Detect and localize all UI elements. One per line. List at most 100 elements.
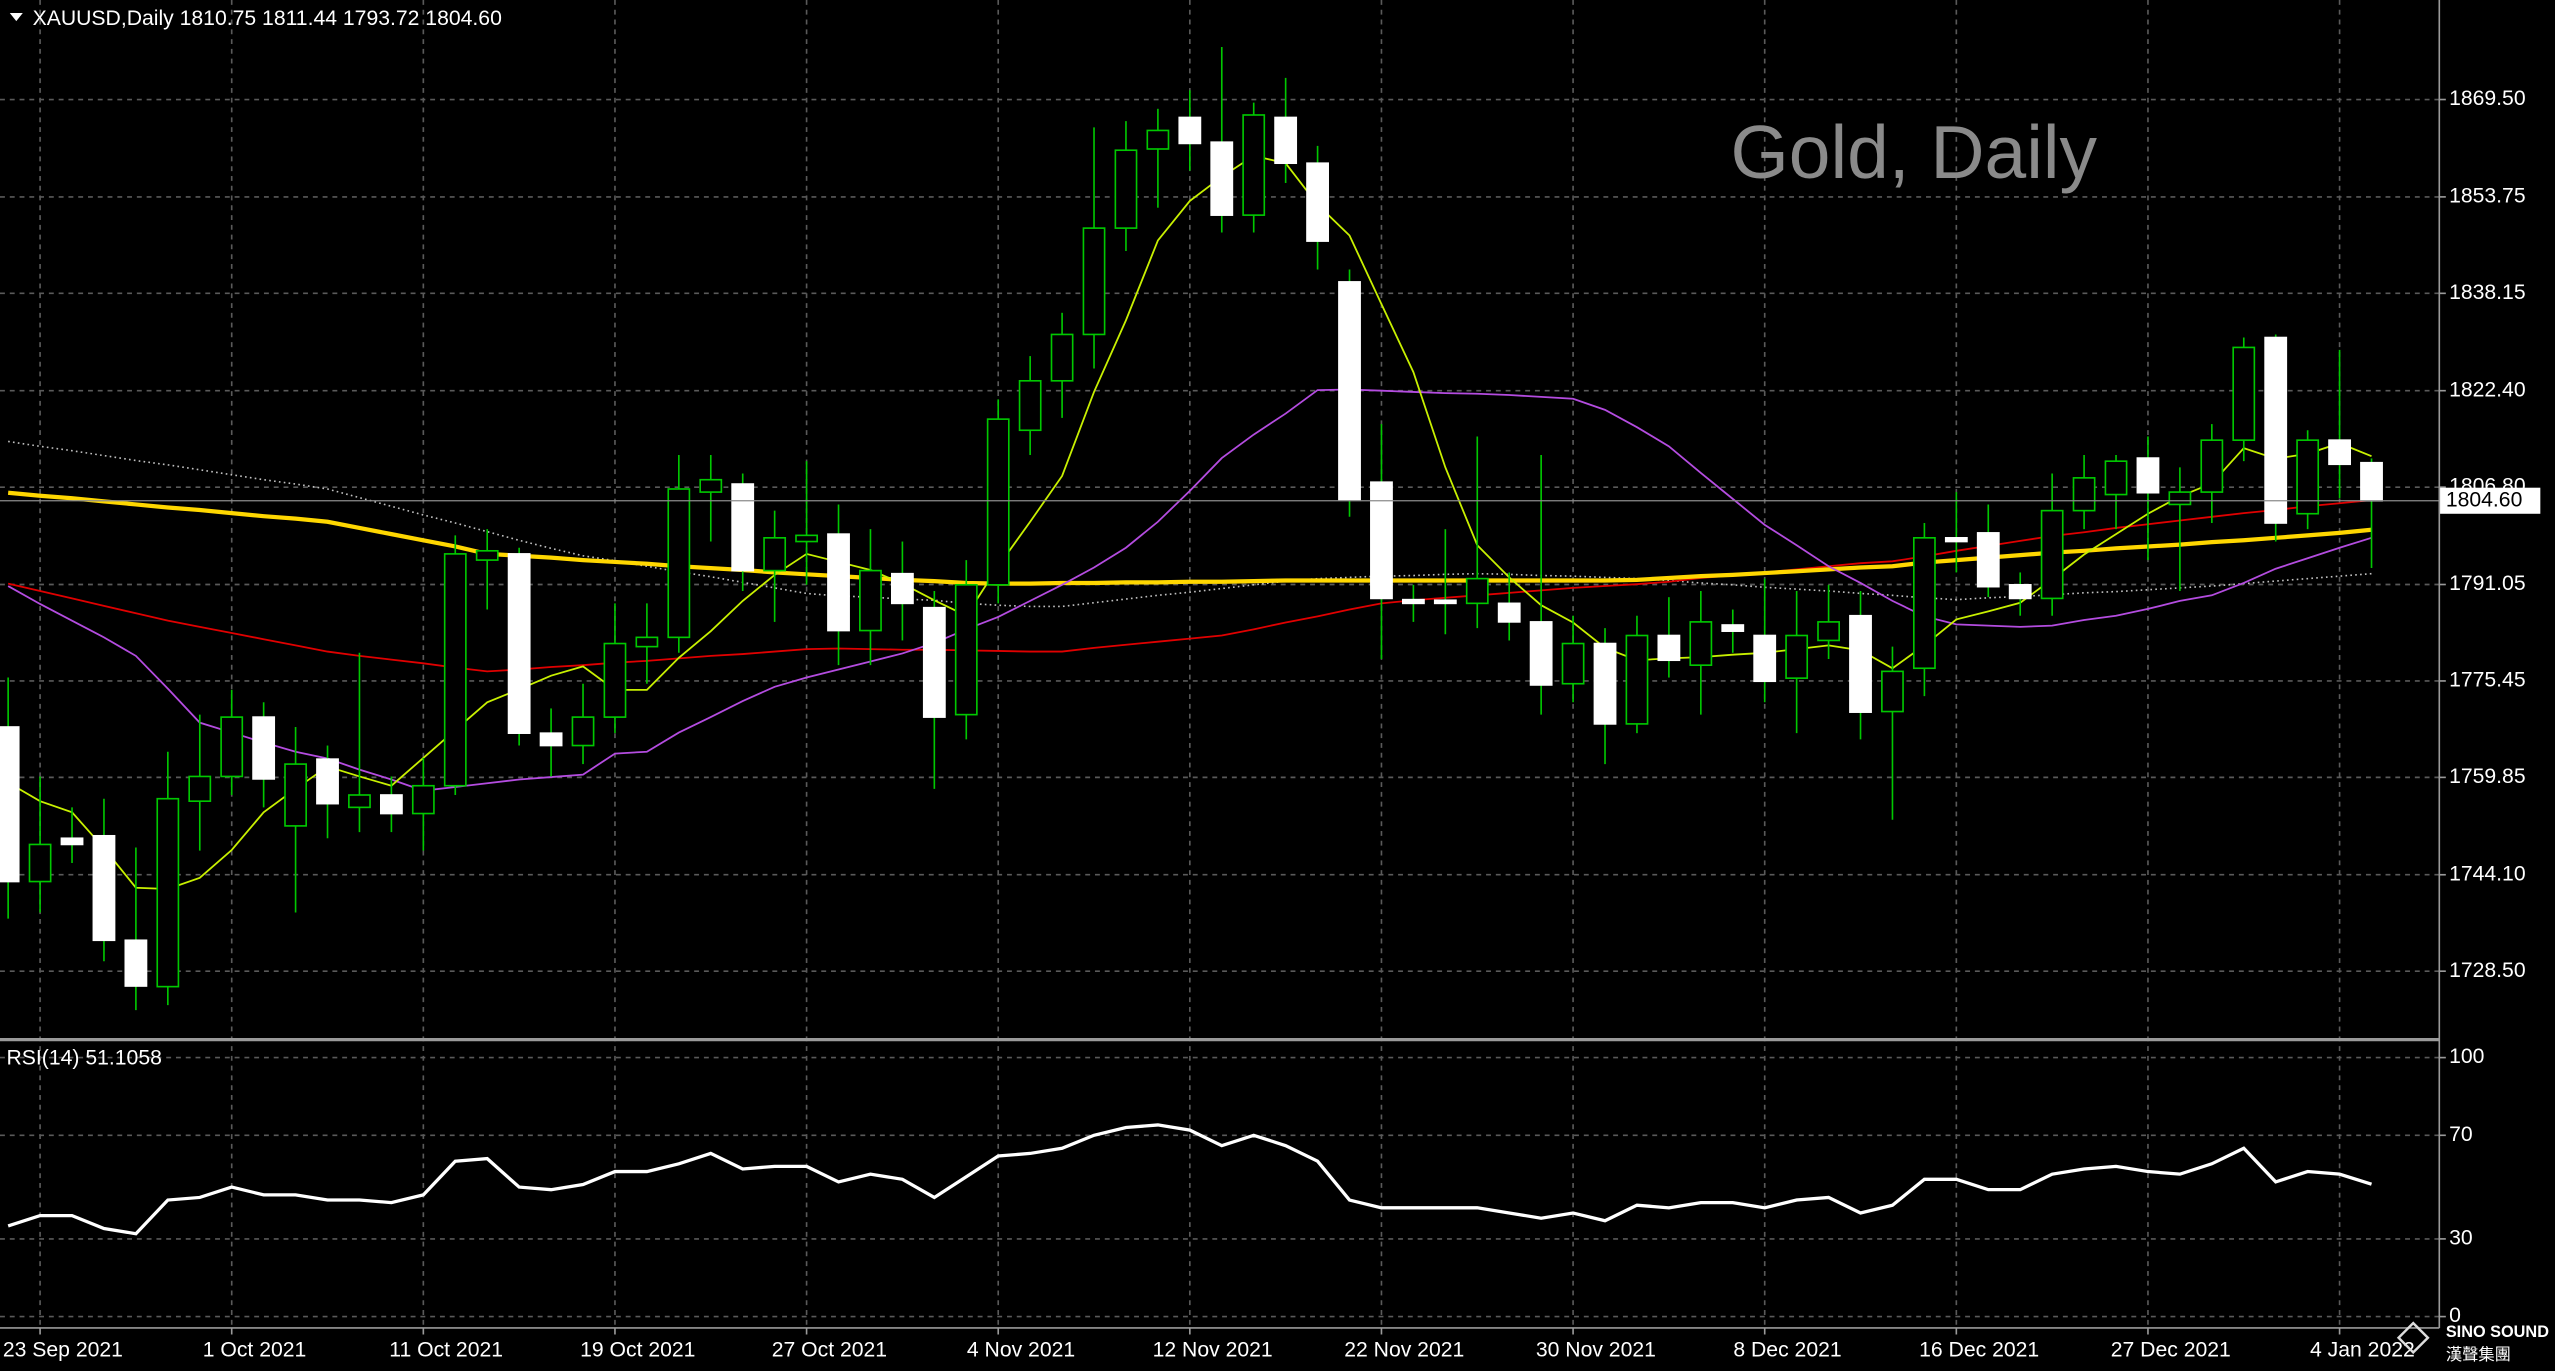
y-tick-label: 1728.50 <box>2449 959 2526 982</box>
candle-body <box>699 478 723 493</box>
candle-body <box>2200 439 2224 493</box>
candle-body <box>795 534 818 543</box>
y-tick-label: 30 <box>2449 1226 2473 1249</box>
dropdown-arrow[interactable] <box>9 13 23 22</box>
candle-body <box>2232 346 2256 441</box>
logo-subtext: 漢聲集團 <box>2446 1346 2511 1364</box>
candle-body <box>1689 621 1713 666</box>
candle-body <box>507 553 531 734</box>
candle-body <box>443 553 467 787</box>
candle-body <box>2264 336 2288 524</box>
candle-body <box>1593 642 1617 725</box>
x-tick-label: 12 Nov 2021 <box>1153 1338 1273 1361</box>
x-tick-label: 30 Nov 2021 <box>1536 1338 1656 1361</box>
candle-body <box>603 642 627 718</box>
candle-body <box>1753 634 1777 683</box>
candle-body <box>635 636 659 648</box>
candle-body <box>1881 670 1904 713</box>
candle-body <box>252 716 276 780</box>
candle-body <box>986 418 1010 586</box>
y-tick-label: 100 <box>2449 1045 2484 1068</box>
y-tick-label: 1838.15 <box>2449 281 2526 304</box>
last-price-box <box>2439 487 2541 514</box>
rsi-header: RSI(14) 51.1058 <box>7 1047 162 1070</box>
x-tick-label: 4 Nov 2021 <box>967 1338 1075 1361</box>
candle-body <box>1018 379 1042 432</box>
candle-body <box>1338 281 1361 501</box>
x-tick-label: 22 Nov 2021 <box>1344 1338 1464 1361</box>
candle-body <box>1849 614 1872 713</box>
y-tick-label: 70 <box>2449 1123 2473 1146</box>
candle-body <box>379 794 403 815</box>
candle-body <box>2168 491 2192 506</box>
x-tick-label: 27 Dec 2021 <box>2111 1338 2231 1361</box>
candle-body <box>827 533 850 632</box>
candle-body <box>1274 116 1298 165</box>
candle-body <box>1114 149 1138 229</box>
candle-body <box>1370 481 1393 600</box>
x-tick-label: 1 Oct 2021 <box>203 1338 307 1361</box>
candle-body <box>1146 129 1170 150</box>
candle-body <box>1817 621 1840 642</box>
x-tick-label: 16 Dec 2021 <box>1919 1338 2039 1361</box>
x-tick-label: 11 Oct 2021 <box>389 1338 503 1361</box>
candle-body <box>890 572 914 605</box>
x-tick-label: 23 Sep 2021 <box>3 1338 123 1361</box>
candle-body <box>667 488 691 639</box>
y-tick-label: 1822.40 <box>2449 378 2526 401</box>
candle-body <box>1401 598 1425 605</box>
candle-body <box>539 732 563 747</box>
x-tick-label: 19 Oct 2021 <box>580 1338 695 1361</box>
candle-body <box>60 837 84 846</box>
candle-body <box>1785 634 1809 679</box>
candle-body <box>1944 537 1968 543</box>
y-tick-label: 0 <box>2449 1304 2461 1327</box>
candle-body <box>475 549 499 561</box>
moving-average-line <box>8 440 2372 608</box>
candle-body <box>1082 227 1106 336</box>
candle-body <box>316 758 339 805</box>
moving-average-line <box>7 388 2372 792</box>
logo-text: SINO SOUND <box>2446 1323 2549 1341</box>
candle-body <box>2008 583 2032 600</box>
candle-body <box>2360 461 2383 502</box>
candle-body <box>220 716 244 778</box>
candle-body <box>2104 460 2128 496</box>
rsi-line <box>7 1123 2373 1236</box>
candle-body <box>1561 642 1585 685</box>
last-price-label: 1804.60 <box>2446 488 2523 511</box>
candle-body <box>571 716 595 747</box>
y-tick-label: 1759.85 <box>2449 765 2526 788</box>
candle-body <box>1050 333 1074 382</box>
y-tick-label: 1775.45 <box>2449 669 2526 692</box>
candle-body <box>284 763 307 827</box>
y-tick-label: 1744.10 <box>2449 862 2526 885</box>
y-tick-label: 1869.50 <box>2449 87 2526 110</box>
candle-body <box>954 583 978 716</box>
moving-average-line <box>7 154 2372 890</box>
x-tick-label: 27 Oct 2021 <box>772 1338 887 1361</box>
candle-body <box>1497 602 1521 623</box>
candle-body <box>859 569 882 632</box>
candle-body <box>1976 532 2000 588</box>
candle-body <box>156 797 180 988</box>
y-tick-label: 1853.75 <box>2449 184 2526 207</box>
candle-body <box>0 726 20 883</box>
candle-body <box>2328 439 2351 466</box>
logo-icon <box>2396 1321 2430 1355</box>
candle-body <box>2136 457 2160 494</box>
candle-body <box>411 784 435 815</box>
candle-body <box>1178 116 1202 145</box>
candle-body <box>1465 577 1489 605</box>
candle-body <box>1210 141 1234 216</box>
candle-body <box>922 606 946 718</box>
candle-body <box>1721 624 1745 632</box>
chart-header: XAUUSD,Daily 1810.75 1811.44 1793.72 180… <box>33 7 502 30</box>
candle-body <box>1625 634 1649 725</box>
candle-body <box>28 843 52 883</box>
candle-body <box>1433 599 1457 605</box>
